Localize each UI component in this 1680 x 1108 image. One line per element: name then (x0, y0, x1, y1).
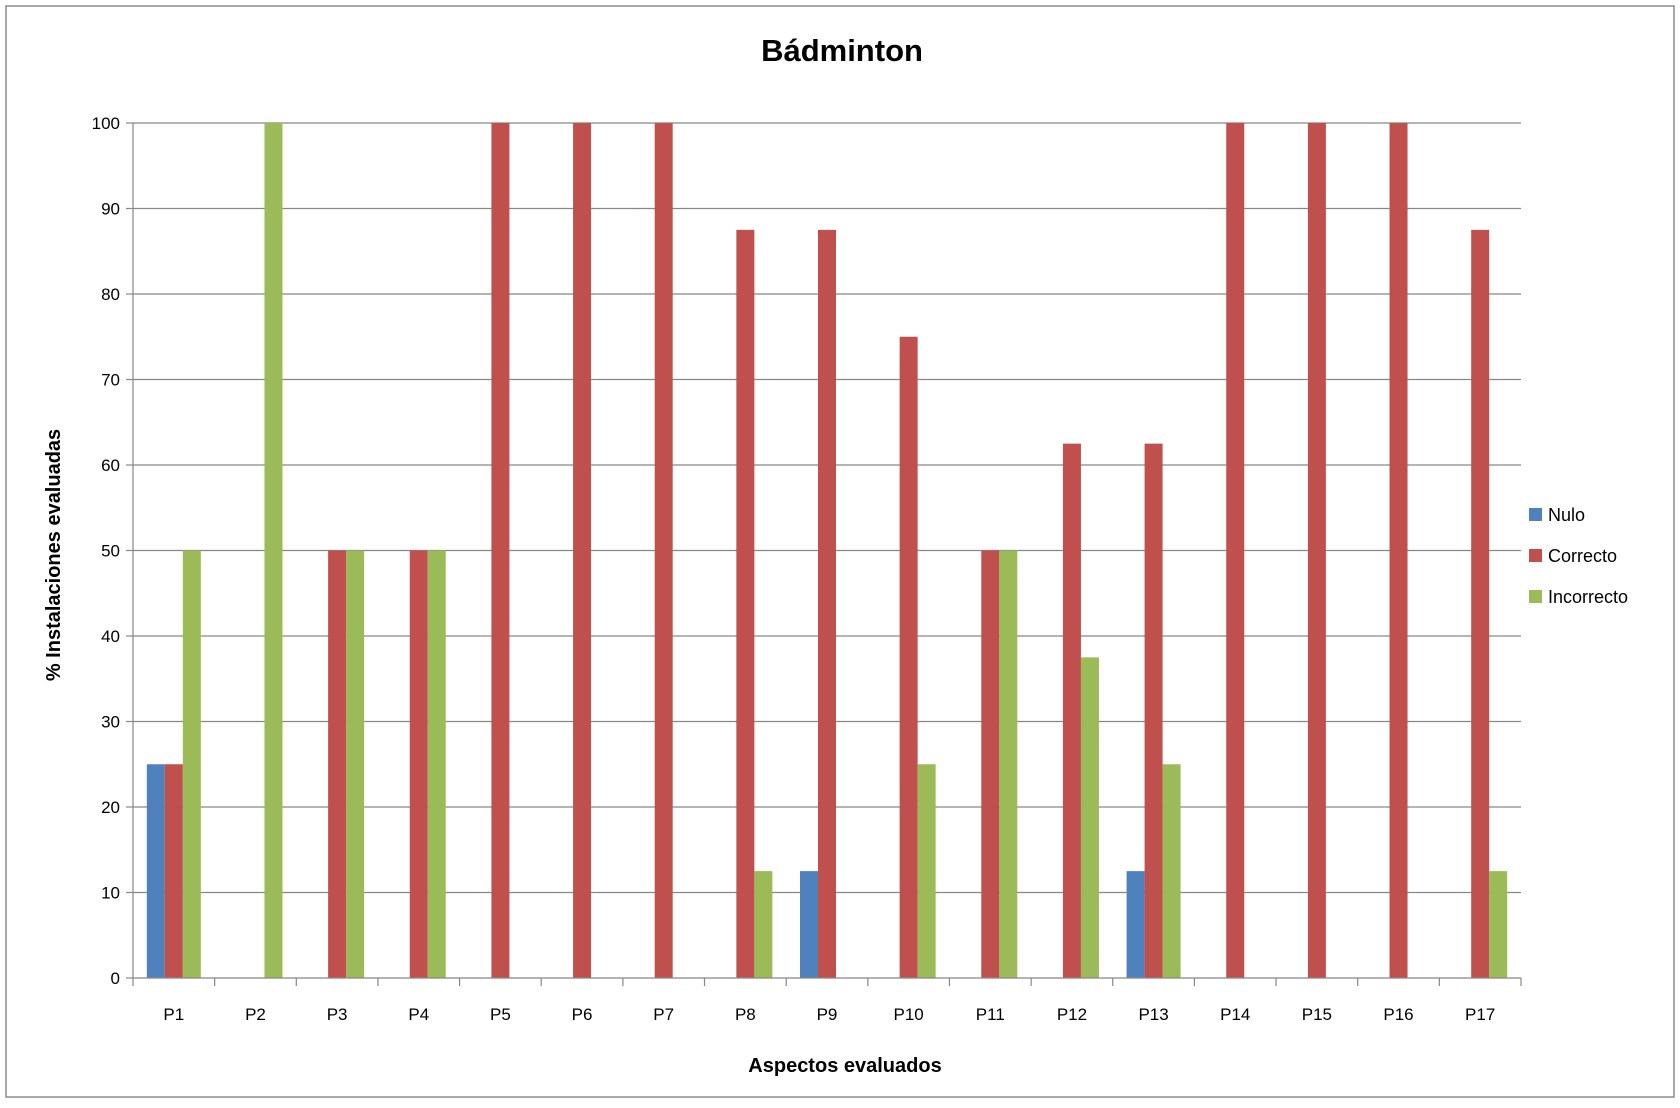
y-axis-label: % Instalaciones evaluadas (43, 429, 65, 681)
chart-title: Bádminton (761, 33, 923, 68)
y-tick-label: 50 (101, 542, 120, 561)
bars (146, 123, 1508, 978)
bar-correcto-p16 (1389, 123, 1408, 978)
bar-incorrecto-p8 (754, 871, 773, 978)
y-tick-label: 70 (101, 371, 120, 390)
x-tick-label: P5 (490, 1005, 511, 1024)
chart-border (5, 5, 1675, 1098)
legend-swatch-correcto (1529, 549, 1542, 562)
y-tick-label: 0 (111, 969, 120, 988)
y-tick-labels: 0 10 20 30 40 50 60 70 80 90 100 (92, 114, 120, 988)
x-tick-label: P7 (653, 1005, 674, 1024)
x-tick-label: P4 (408, 1005, 429, 1024)
x-tick-label: P17 (1465, 1005, 1495, 1024)
x-tick-label: P9 (817, 1005, 838, 1024)
bar-correcto-p14 (1226, 123, 1245, 978)
bar-nulo-p9 (800, 871, 818, 978)
x-tick-label: P8 (735, 1005, 756, 1024)
y-tick-label: 80 (101, 285, 120, 304)
bar-incorrecto-p13 (1162, 764, 1181, 978)
y-tick-label: 40 (101, 627, 120, 646)
bar-correcto-p3 (328, 550, 347, 978)
bar-correcto-p10 (899, 336, 918, 978)
bar-incorrecto-p4 (427, 550, 446, 978)
y-tick-label: 90 (101, 200, 120, 219)
bar-incorrecto-p17 (1489, 871, 1508, 978)
bar-correcto-p9 (818, 229, 836, 978)
bar-correcto-p6 (573, 123, 592, 978)
y-tick-label: 10 (101, 884, 120, 903)
x-tick-label: P14 (1220, 1005, 1250, 1024)
y-tick-label: 30 (101, 713, 120, 732)
axes (126, 122, 1522, 986)
legend-label-incorrecto: Incorrecto (1548, 587, 1628, 607)
bar-incorrecto-p1 (182, 550, 201, 978)
x-tick-label: P12 (1057, 1005, 1087, 1024)
legend-swatch-nulo (1529, 508, 1542, 521)
bar-correcto-p15 (1307, 123, 1326, 978)
bar-correcto-p12 (1062, 443, 1081, 978)
x-tick-label: P2 (245, 1005, 266, 1024)
legend: Nulo Correcto Incorrecto (1529, 505, 1628, 607)
bar-correcto-p4 (409, 550, 428, 978)
y-tick-label: 60 (101, 456, 120, 475)
bar-incorrecto-p11 (999, 550, 1018, 978)
bar-correcto-p1 (164, 764, 183, 978)
x-tick-label: P10 (894, 1005, 924, 1024)
bar-correcto-p7 (654, 123, 673, 978)
bar-nulo-p1 (146, 764, 165, 978)
bar-correcto-p5 (491, 123, 510, 978)
y-tick-label: 100 (92, 114, 120, 133)
x-tick-label: P1 (163, 1005, 184, 1024)
legend-label-nulo: Nulo (1548, 505, 1585, 525)
bar-incorrecto-p3 (346, 550, 365, 978)
y-tick-label: 20 (101, 798, 120, 817)
bar-correcto-p8 (736, 229, 755, 978)
bar-incorrecto-p2 (264, 123, 283, 978)
bar-nulo-p13 (1126, 871, 1145, 978)
x-tick-label: P13 (1138, 1005, 1168, 1024)
bar-correcto-p13 (1144, 443, 1163, 978)
x-tick-label: P3 (327, 1005, 348, 1024)
x-tick-labels: P1 P2 P3 P4 P5 P6 P7 P8 P9 P10 P11 P12 P13 P14 P15 P16 P… (163, 1005, 1495, 1024)
x-tick-label: P6 (572, 1005, 593, 1024)
x-axis-label: Aspectos evaluados (748, 1055, 941, 1077)
x-tick-label: P16 (1383, 1005, 1413, 1024)
bar-correcto-p17 (1471, 229, 1490, 978)
x-tick-label: P15 (1302, 1005, 1332, 1024)
legend-label-correcto: Correcto (1548, 546, 1617, 566)
bar-correcto-p11 (981, 550, 1000, 978)
bar-incorrecto-p10 (917, 764, 936, 978)
legend-swatch-incorrecto (1529, 590, 1542, 603)
bar-incorrecto-p12 (1080, 657, 1099, 978)
x-tick-label: P11 (976, 1005, 1005, 1024)
